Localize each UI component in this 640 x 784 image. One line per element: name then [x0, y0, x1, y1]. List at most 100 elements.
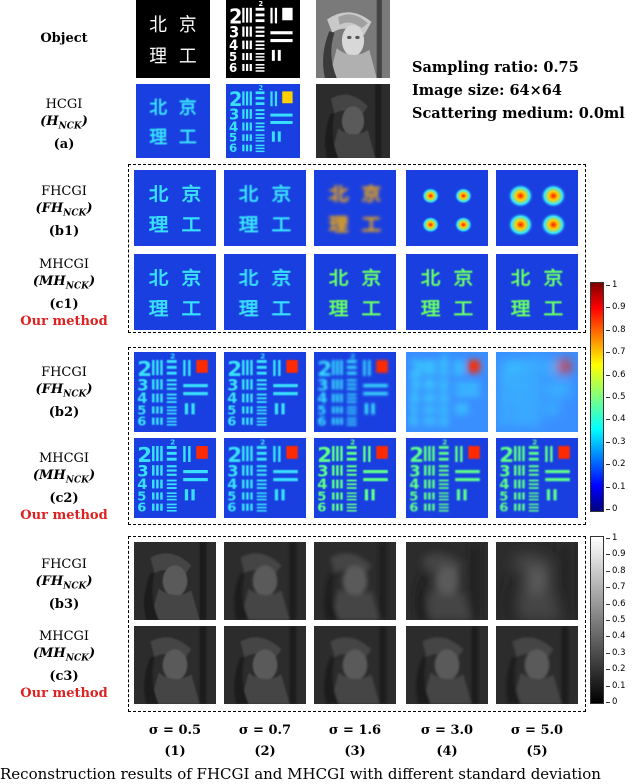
svg-text:京: 京: [179, 97, 197, 119]
svg-text:6: 6: [499, 501, 508, 516]
svg-text:3: 3: [317, 376, 328, 395]
svg-text:4: 4: [409, 390, 419, 407]
svg-text:6: 6: [227, 415, 236, 430]
svg-text:2: 2: [532, 352, 537, 360]
svg-text:工: 工: [182, 214, 202, 235]
svg-text:3: 3: [409, 376, 420, 395]
svg-text:6: 6: [409, 415, 418, 430]
sigma-value: σ = 0.5: [148, 723, 202, 738]
svg-text:理: 理: [421, 298, 441, 319]
svg-text:2: 2: [227, 356, 242, 381]
svg-text:4: 4: [137, 476, 147, 493]
svg-text:工: 工: [362, 298, 382, 319]
svg-text:6: 6: [137, 415, 146, 430]
svg-text:5: 5: [227, 404, 236, 419]
svg-text:北: 北: [149, 184, 169, 205]
sigma-value: σ = 0.7: [238, 723, 292, 738]
jet-colorbar-tick: 0.6: [606, 369, 626, 380]
gray-colorbar-tick: 0.6: [606, 598, 626, 609]
hcgi-row-label: HCGI (HNCK) (a): [40, 97, 88, 152]
svg-text:3: 3: [229, 107, 239, 124]
svg-text:理: 理: [329, 298, 349, 319]
image-size-text: Image size: 64×64: [412, 82, 562, 99]
jet-colorbar-tick: 0.1: [606, 481, 626, 492]
experiment-parameters: Sampling ratio: 0.75 Image size: 64×64 S…: [412, 56, 625, 125]
svg-text:北: 北: [329, 184, 349, 205]
fhcgi-lena-col-4: [406, 542, 488, 620]
mhcgi-lena-col-5: [496, 626, 578, 704]
svg-text:北: 北: [149, 98, 167, 119]
svg-text:工: 工: [182, 298, 202, 319]
svg-text:5: 5: [317, 490, 326, 505]
fhcgi-characters-col-5: [496, 170, 578, 246]
svg-text:2: 2: [532, 438, 537, 446]
column-label-1: σ = 0.5 (1): [130, 720, 220, 762]
svg-text:2: 2: [317, 356, 332, 381]
svg-text:工: 工: [272, 298, 292, 319]
svg-text:工: 工: [272, 214, 292, 235]
svg-text:4: 4: [227, 390, 237, 407]
fhcgi-characters-col-4: [406, 170, 488, 246]
object-image-characters: 北京理工: [136, 0, 210, 78]
svg-text:5: 5: [227, 490, 236, 505]
fhcgi-b3-label: FHCGI (FHNCK) (b3): [35, 557, 93, 612]
svg-text:4: 4: [499, 476, 509, 493]
svg-text:5: 5: [499, 404, 508, 419]
svg-text:3: 3: [409, 462, 420, 481]
fhcgi-lena-col-5: [496, 542, 578, 620]
gray-colorbar-tick: 0.3: [606, 647, 626, 658]
svg-text:6: 6: [317, 415, 326, 430]
object-image-lena: [316, 0, 390, 78]
svg-text:4: 4: [229, 38, 238, 54]
svg-text:2: 2: [442, 352, 447, 360]
svg-text:3: 3: [137, 462, 148, 481]
svg-text:京: 京: [544, 267, 564, 289]
column-number: (3): [344, 744, 366, 759]
column-number: (5): [526, 744, 548, 759]
jet-colorbar-tick: 0.7: [606, 347, 626, 358]
svg-text:京: 京: [179, 15, 197, 37]
svg-text:理: 理: [239, 214, 259, 235]
svg-text:3: 3: [227, 462, 238, 481]
gray-colorbar-tick: 0.2: [606, 664, 626, 675]
svg-text:6: 6: [409, 501, 418, 516]
gray-colorbar-tick: 0.4: [606, 631, 626, 642]
svg-text:理: 理: [511, 298, 531, 319]
svg-text:2: 2: [170, 438, 175, 446]
sigma-value: σ = 1.6: [328, 723, 382, 738]
svg-text:4: 4: [229, 120, 238, 135]
svg-text:6: 6: [227, 501, 236, 516]
figure-caption: Reconstruction results of FHCGI and MHCG…: [0, 765, 601, 783]
svg-text:6: 6: [317, 501, 326, 516]
jet-colorbar-tick: 0.5: [606, 392, 626, 402]
svg-text:6: 6: [137, 501, 146, 516]
jet-colorbar-tick: 1: [605, 280, 618, 290]
fhcgi-lena-col-2: [224, 542, 306, 620]
svg-text:4: 4: [317, 476, 327, 493]
svg-text:2: 2: [317, 442, 332, 467]
svg-text:理: 理: [329, 214, 349, 235]
scattering-medium-text: Scattering medium: 0.0ml: [412, 105, 625, 122]
svg-text:5: 5: [317, 404, 326, 419]
svg-text:3: 3: [499, 376, 510, 395]
mhcgi-lena-col-3: [314, 626, 396, 704]
svg-text:2: 2: [170, 352, 175, 360]
svg-text:4: 4: [317, 390, 327, 407]
mhcgi-lena-col-4: [406, 626, 488, 704]
column-number: (4): [436, 744, 458, 759]
hcgi-image-lena: [316, 84, 390, 158]
gray-colorbar-tick: 0: [605, 697, 618, 707]
svg-text:京: 京: [272, 267, 292, 289]
svg-text:5: 5: [137, 490, 146, 505]
mhcgi-characters-col-5: 北京理工: [496, 254, 578, 330]
column-number: (2): [254, 744, 276, 759]
svg-text:工: 工: [362, 214, 382, 235]
